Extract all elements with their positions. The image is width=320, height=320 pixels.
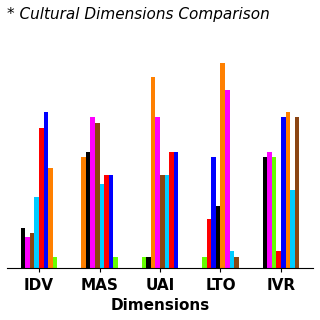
X-axis label: Dimensions: Dimensions (110, 298, 210, 313)
Bar (225, 90, 229, 268)
Bar (146, 257, 151, 268)
Bar (174, 153, 178, 268)
Bar (108, 175, 113, 268)
Bar (81, 157, 86, 268)
Bar (100, 184, 104, 268)
Bar (30, 233, 35, 268)
Bar (276, 251, 281, 268)
Bar (207, 220, 212, 268)
Bar (52, 257, 57, 268)
Bar (268, 153, 272, 268)
Bar (151, 77, 156, 268)
Bar (295, 117, 299, 268)
Text: * Cultural Dimensions Comparison: * Cultural Dimensions Comparison (7, 7, 270, 22)
Bar (48, 168, 52, 268)
Bar (234, 257, 239, 268)
Bar (44, 112, 48, 268)
Bar (156, 117, 160, 268)
Bar (104, 175, 108, 268)
Bar (39, 128, 44, 268)
Bar (169, 153, 174, 268)
Bar (202, 257, 207, 268)
Bar (95, 124, 100, 268)
Bar (164, 175, 169, 268)
Bar (272, 157, 276, 268)
Bar (229, 251, 234, 268)
Bar (21, 228, 25, 268)
Bar (290, 190, 295, 268)
Bar (142, 257, 146, 268)
Bar (263, 157, 268, 268)
Bar (35, 197, 39, 268)
Bar (91, 117, 95, 268)
Bar (220, 63, 225, 268)
Bar (86, 153, 91, 268)
Bar (160, 175, 164, 268)
Bar (25, 237, 30, 268)
Bar (216, 206, 220, 268)
Bar (113, 257, 118, 268)
Bar (285, 112, 290, 268)
Bar (281, 117, 285, 268)
Bar (212, 157, 216, 268)
